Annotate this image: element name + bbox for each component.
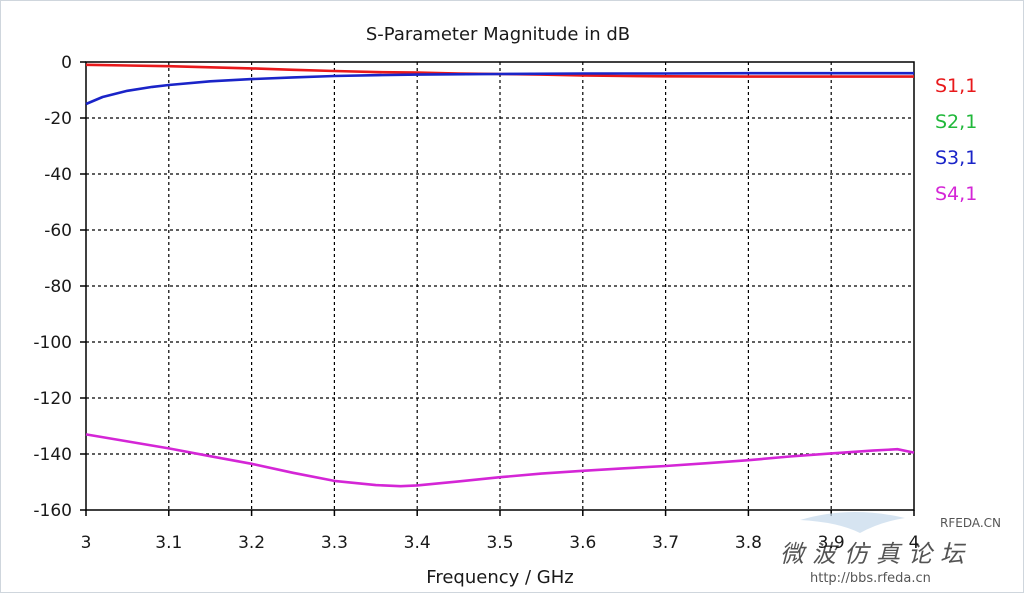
x-tick-label: 3.8 [735,533,762,553]
grid [86,62,914,510]
y-tick-labels: 0 -20 -40 -60 -80 -100 -120 -140 -160 [33,53,72,521]
chart-title: S-Parameter Magnitude in dB [366,24,630,45]
y-tick-label: -120 [33,389,72,409]
legend-entry-s1-1: S1,1 [935,75,977,97]
watermark-cn-text: 微波仿真论坛 [780,540,972,568]
x-tick-label: 3.7 [652,533,679,553]
x-tick-label: 3.4 [404,533,431,553]
y-tick-label: -40 [44,165,72,185]
watermark: RFEDA.CN 微波仿真论坛 http://bbs.rfeda.cn [780,511,1001,586]
watermark-brand: RFEDA.CN [940,516,1001,530]
y-tick-label: -160 [33,501,72,521]
legend-entry-s4-1: S4,1 [935,183,977,205]
x-axis-label: Frequency / GHz [426,567,573,588]
series-line-s3-1 [85,71,914,106]
x-tick-label: 3.2 [238,533,265,553]
x-tick-label: 3.5 [486,533,513,553]
x-tick-label: 3 [81,533,92,553]
bird-logo-icon [800,511,905,533]
x-tick-label: 3.3 [321,533,348,553]
y-tick-label: -60 [44,221,72,241]
watermark-url: http://bbs.rfeda.cn [810,571,931,586]
legend-entry-s2-1: S2,1 [935,111,977,133]
series-layer [85,63,915,488]
legend-entry-s3-1: S3,1 [935,147,977,169]
y-tick-label: -140 [33,445,72,465]
x-tick-label: 3.1 [155,533,182,553]
x-tick-label: 3.9 [818,533,845,553]
y-tick-label: -20 [44,109,72,129]
legend: S1,1 S2,1 S3,1 S4,1 [935,75,977,205]
axes [80,61,915,516]
x-tick-labels: 3 3.1 3.2 3.3 3.4 3.5 3.6 3.7 3.8 3.9 4 [81,533,920,553]
y-tick-label: 0 [61,53,72,73]
y-tick-label: -80 [44,277,72,297]
x-tick-label: 4 [909,533,920,553]
series-line-s4-1 [85,433,915,488]
y-tick-label: -100 [33,333,72,353]
x-tick-label: 3.6 [569,533,596,553]
